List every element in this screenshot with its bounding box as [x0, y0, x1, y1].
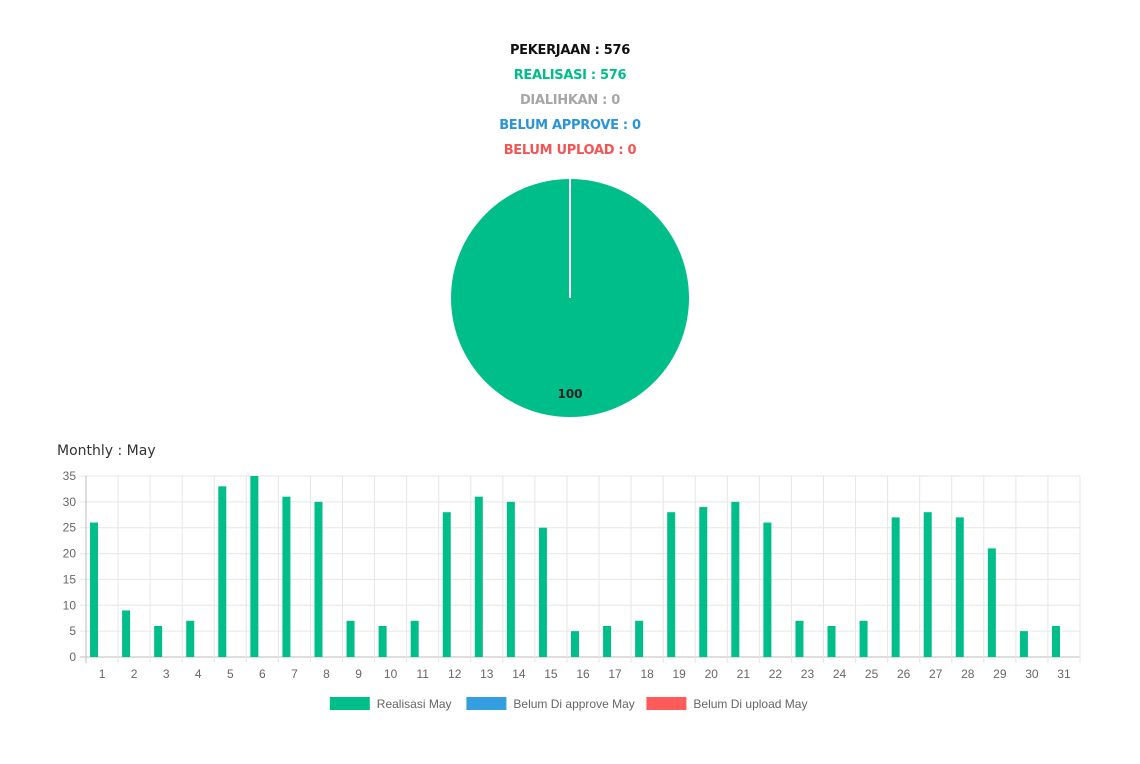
bar-realisasi-day-29[interactable]: [987, 548, 996, 657]
bar-realisasi-day-22[interactable]: [763, 522, 772, 657]
x-tick-label: 13: [480, 667, 494, 681]
legend-label-3[interactable]: Belum Di upload May: [693, 697, 807, 711]
bar-realisasi-day-21[interactable]: [731, 501, 740, 657]
x-tick-label: 29: [993, 667, 1007, 681]
pie-chart[interactable]: 100: [0, 0, 1140, 430]
x-tick-label: 9: [355, 667, 362, 681]
bar-realisasi-day-24[interactable]: [827, 625, 836, 657]
x-tick-label: 11: [416, 667, 429, 681]
pie-data-label: 100: [557, 387, 582, 401]
legend-label-1[interactable]: Realisasi May: [377, 697, 452, 711]
legend-swatch-2[interactable]: [466, 697, 507, 710]
x-tick-label: 7: [291, 667, 298, 681]
x-tick-label: 20: [705, 667, 719, 681]
x-tick-label: 22: [769, 667, 783, 681]
bar-realisasi-day-25[interactable]: [859, 620, 868, 657]
bar-realisasi-day-2[interactable]: [122, 610, 131, 657]
bar-realisasi-day-18[interactable]: [635, 620, 644, 657]
bar-realisasi-day-4[interactable]: [186, 620, 195, 657]
x-tick-label: 25: [865, 667, 879, 681]
bar-realisasi-day-6[interactable]: [250, 476, 259, 657]
bar-realisasi-day-3[interactable]: [154, 625, 163, 657]
y-tick-label: 25: [63, 521, 77, 535]
x-tick-label: 26: [897, 667, 911, 681]
bar-realisasi-day-31[interactable]: [1051, 625, 1060, 657]
realisasi-count: REALISASI : 576: [513, 68, 627, 83]
bar-realisasi-day-8[interactable]: [314, 501, 323, 657]
x-tick-label: 15: [544, 667, 558, 681]
x-tick-label: 30: [1025, 667, 1039, 681]
legend-swatch-1[interactable]: [329, 697, 370, 710]
x-tick-label: 16: [576, 667, 590, 681]
bar-realisasi-day-9[interactable]: [346, 620, 355, 657]
bar-realisasi-day-5[interactable]: [218, 486, 227, 657]
bar-realisasi-day-14[interactable]: [506, 501, 515, 657]
belum-upload-count: BELUM UPLOAD : 0: [503, 143, 637, 158]
x-tick-label: 24: [833, 667, 847, 681]
x-tick-label: 6: [259, 667, 266, 681]
summary-panel: PEKERJAAN : 576 REALISASI : 576 DIALIHKA…: [0, 41, 1140, 166]
bar-realisasi-day-11[interactable]: [410, 620, 419, 657]
x-tick-label: 10: [384, 667, 398, 681]
bar-realisasi-day-16[interactable]: [571, 631, 579, 657]
y-tick-label: 10: [63, 598, 77, 612]
y-tick-label: 5: [69, 624, 76, 638]
bar-realisasi-day-26[interactable]: [891, 517, 900, 657]
x-tick-label: 23: [801, 667, 815, 681]
x-tick-label: 31: [1057, 667, 1071, 681]
bar-realisasi-day-7[interactable]: [282, 496, 291, 657]
belum-approve-count: BELUM APPROVE : 0: [499, 118, 641, 133]
bar-realisasi-day-30[interactable]: [1019, 631, 1028, 657]
x-tick-label: 3: [163, 667, 170, 681]
monthly-title: Monthly : May: [57, 443, 156, 459]
x-tick-label: 1: [99, 667, 106, 681]
x-tick-label: 27: [929, 667, 943, 681]
legend-label-2[interactable]: Belum Di approve May: [513, 697, 634, 711]
y-tick-label: 0: [69, 650, 76, 664]
y-tick-label: 35: [63, 469, 77, 483]
x-tick-label: 8: [323, 667, 330, 681]
dialihkan-count: DIALIHKAN : 0: [519, 93, 621, 108]
x-tick-label: 12: [448, 667, 462, 681]
bar-realisasi-day-19[interactable]: [667, 512, 676, 657]
bar-realisasi-day-20[interactable]: [699, 507, 708, 657]
pekerjaan-count: PEKERJAAN : 576: [509, 43, 631, 58]
x-tick-label: 18: [640, 667, 654, 681]
bar-realisasi-day-13[interactable]: [474, 496, 483, 657]
x-tick-label: 28: [961, 667, 975, 681]
bar-realisasi-day-27[interactable]: [923, 512, 932, 657]
bar-realisasi-day-10[interactable]: [378, 625, 387, 657]
bar-realisasi-day-12[interactable]: [442, 512, 451, 657]
bar-realisasi-day-23[interactable]: [795, 620, 804, 657]
x-tick-label: 14: [512, 667, 526, 681]
x-tick-label: 19: [673, 667, 687, 681]
x-tick-label: 2: [131, 667, 138, 681]
bar-realisasi-day-17[interactable]: [603, 625, 612, 657]
bar-realisasi-day-28[interactable]: [955, 517, 964, 657]
y-tick-label: 20: [63, 547, 77, 561]
x-tick-label: 5: [227, 667, 234, 681]
x-tick-label: 4: [195, 667, 202, 681]
bar-realisasi-day-1[interactable]: [90, 522, 99, 657]
x-tick-label: 17: [608, 667, 622, 681]
legend-swatch-3[interactable]: [646, 697, 687, 710]
bar-realisasi-day-15[interactable]: [538, 527, 547, 657]
y-tick-label: 15: [63, 572, 77, 586]
y-tick-label: 30: [63, 495, 77, 509]
x-tick-label: 21: [737, 667, 751, 681]
